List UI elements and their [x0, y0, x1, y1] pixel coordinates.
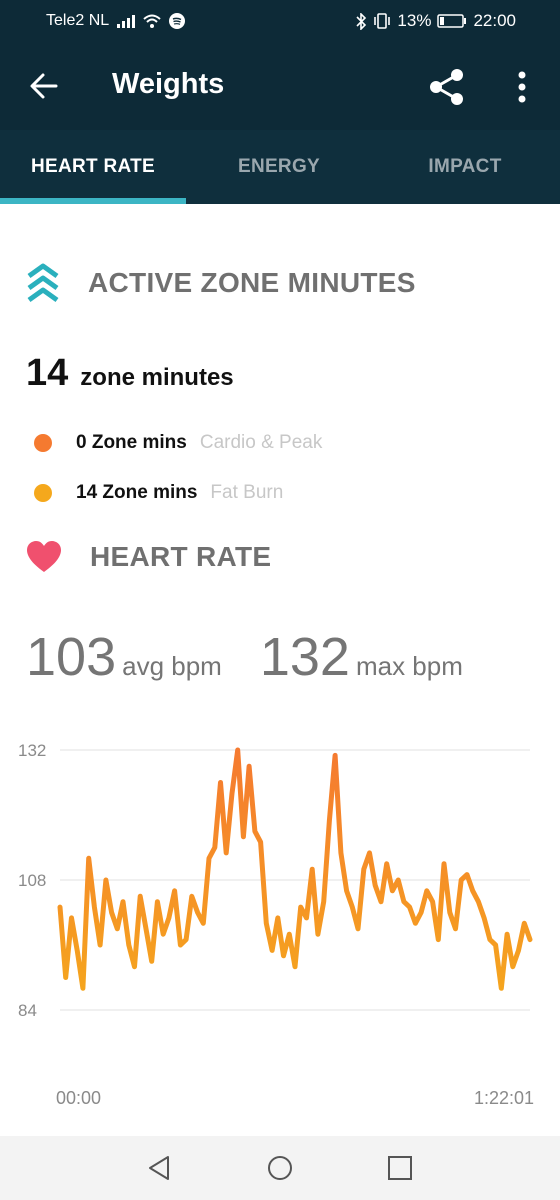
- app-bar: Weights: [0, 42, 560, 130]
- tab-heart-rate[interactable]: HEART RATE: [0, 130, 186, 204]
- heart-rate-chart: 132 108 84 00:00 1:22:01: [18, 741, 534, 1108]
- heart-rate-header: HEART RATE: [26, 540, 271, 574]
- wifi-icon: [143, 14, 161, 28]
- y-tick-label: 132: [18, 741, 46, 760]
- heart-rate-stats: 103 avg bpm 132 max bpm: [26, 626, 463, 688]
- avg-bpm-value: 103: [26, 627, 117, 687]
- max-bpm-value: 132: [259, 627, 350, 687]
- chevrons-up-icon: [27, 263, 59, 303]
- zone-total-unit: zone minutes: [80, 364, 234, 391]
- heart-rate-heading: HEART RATE: [90, 541, 272, 572]
- zone-value: 14 Zone mins: [76, 482, 198, 503]
- active-zone-heading: ACTIVE ZONE MINUTES: [88, 267, 416, 298]
- heart-icon: [27, 541, 61, 572]
- share-icon[interactable]: [428, 68, 466, 106]
- status-bar: Tele2 NL 13% 22:00: [0, 0, 560, 42]
- tab-impact[interactable]: IMPACT: [428, 156, 502, 177]
- battery-icon: [437, 14, 467, 28]
- zone-label: Cardio & Peak: [199, 432, 323, 453]
- zone-row-fatburn: 14 Zone mins Fat Burn: [34, 482, 283, 504]
- nav-home-icon[interactable]: [266, 1154, 294, 1182]
- clock: 22:00: [473, 11, 516, 30]
- page-title: Weights: [112, 68, 225, 100]
- zone-label: Fat Burn: [210, 482, 284, 503]
- zone-total-value: 14: [26, 352, 69, 394]
- nav-recents-icon[interactable]: [386, 1154, 414, 1182]
- system-nav-bar: [0, 1136, 560, 1200]
- spotify-icon: [169, 13, 186, 29]
- active-zone-header: ACTIVE ZONE MINUTES: [26, 262, 416, 304]
- battery-percent: 13%: [397, 11, 432, 30]
- cardio-zone-dot-icon: [34, 434, 52, 452]
- arrow-left-icon[interactable]: [28, 70, 60, 102]
- y-tick-label: 84: [18, 1001, 37, 1020]
- zone-value: 0 Zone mins: [76, 432, 187, 453]
- tab-bar: HEART RATE ENERGY IMPACT: [0, 130, 560, 204]
- zone-total: 14 zone minutes: [26, 352, 234, 395]
- x-tick-label: 00:00: [56, 1088, 101, 1108]
- x-tick-label: 1:22:01: [474, 1088, 534, 1108]
- tab-energy[interactable]: ENERGY: [237, 156, 321, 177]
- bluetooth-icon: [356, 12, 367, 30]
- more-vertical-icon[interactable]: [508, 70, 536, 104]
- y-tick-label: 108: [18, 871, 46, 890]
- max-bpm-unit: max bpm: [355, 651, 463, 681]
- zone-row-cardio: 0 Zone mins Cardio & Peak: [34, 432, 322, 454]
- heart-rate-series-line: [57, 747, 533, 991]
- avg-bpm-unit: avg bpm: [122, 651, 222, 681]
- signal-icon: [117, 14, 136, 28]
- fatburn-zone-dot-icon: [34, 484, 52, 502]
- vibrate-icon: [374, 13, 391, 29]
- carrier-name: Tele2 NL: [46, 12, 110, 29]
- nav-back-icon[interactable]: [146, 1154, 174, 1182]
